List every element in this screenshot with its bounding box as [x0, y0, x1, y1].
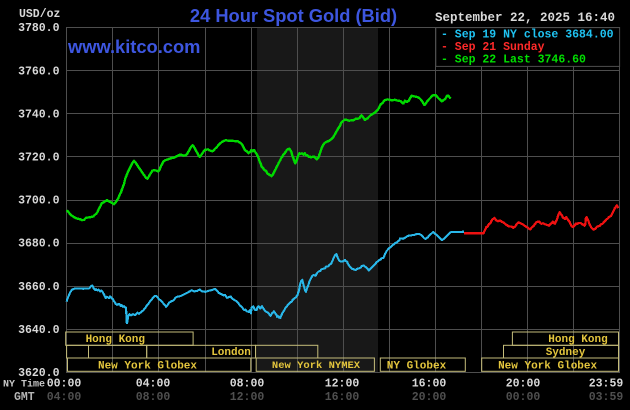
svg-text:24 Hour Spot Gold (Bid): 24 Hour Spot Gold (Bid) — [190, 5, 397, 26]
svg-text:USD/oz: USD/oz — [19, 8, 61, 21]
svg-text:NY Globex: NY Globex — [387, 360, 447, 372]
svg-text:New York NYMEX: New York NYMEX — [272, 360, 361, 372]
svg-text:3700.0: 3700.0 — [18, 195, 60, 208]
svg-text:3640.0: 3640.0 — [18, 324, 60, 337]
svg-text:- Sep 21 Sunday: - Sep 21 Sunday — [441, 41, 545, 54]
svg-text:04:00: 04:00 — [136, 378, 171, 391]
svg-text:September 22, 2025 16:40: September 22, 2025 16:40 — [435, 11, 615, 25]
svg-text:3780.0: 3780.0 — [18, 22, 60, 35]
svg-text:20:00: 20:00 — [506, 378, 541, 391]
svg-text:London: London — [211, 347, 251, 359]
svg-text:12:00: 12:00 — [325, 378, 360, 391]
svg-text:Sydney: Sydney — [546, 347, 586, 359]
svg-text:3620.0: 3620.0 — [18, 367, 60, 380]
svg-text:3680.0: 3680.0 — [18, 238, 60, 251]
svg-text:04:00: 04:00 — [47, 391, 82, 404]
svg-text:20:00: 20:00 — [412, 391, 447, 404]
svg-text:16:00: 16:00 — [325, 391, 360, 404]
svg-text:00:00: 00:00 — [47, 378, 82, 391]
svg-text:- Sep 19 NY close 3684.00: - Sep 19 NY close 3684.00 — [441, 28, 614, 41]
svg-text:New York Globex: New York Globex — [98, 360, 197, 372]
svg-text:03:59: 03:59 — [589, 391, 624, 404]
svg-text:NY Time: NY Time — [3, 379, 45, 391]
svg-text:00:00: 00:00 — [506, 391, 541, 404]
svg-text:3720.0: 3720.0 — [18, 152, 60, 165]
svg-text:12:00: 12:00 — [230, 391, 265, 404]
svg-text:Hong Kong: Hong Kong — [548, 334, 607, 346]
svg-text:3660.0: 3660.0 — [18, 281, 60, 294]
svg-text:- Sep 22 Last 3746.60: - Sep 22 Last 3746.60 — [441, 54, 586, 67]
svg-text:3740.0: 3740.0 — [18, 108, 60, 121]
svg-text:Hong Kong: Hong Kong — [86, 334, 145, 346]
svg-text:New York Globex: New York Globex — [498, 360, 597, 372]
svg-text:23:59: 23:59 — [589, 378, 624, 391]
svg-text:08:00: 08:00 — [230, 378, 265, 391]
svg-text:16:00: 16:00 — [412, 378, 447, 391]
svg-text:www.kitco.com: www.kitco.com — [67, 36, 200, 57]
svg-text:08:00: 08:00 — [136, 391, 171, 404]
svg-text:3760.0: 3760.0 — [18, 65, 60, 78]
svg-text:GMT: GMT — [14, 391, 35, 404]
